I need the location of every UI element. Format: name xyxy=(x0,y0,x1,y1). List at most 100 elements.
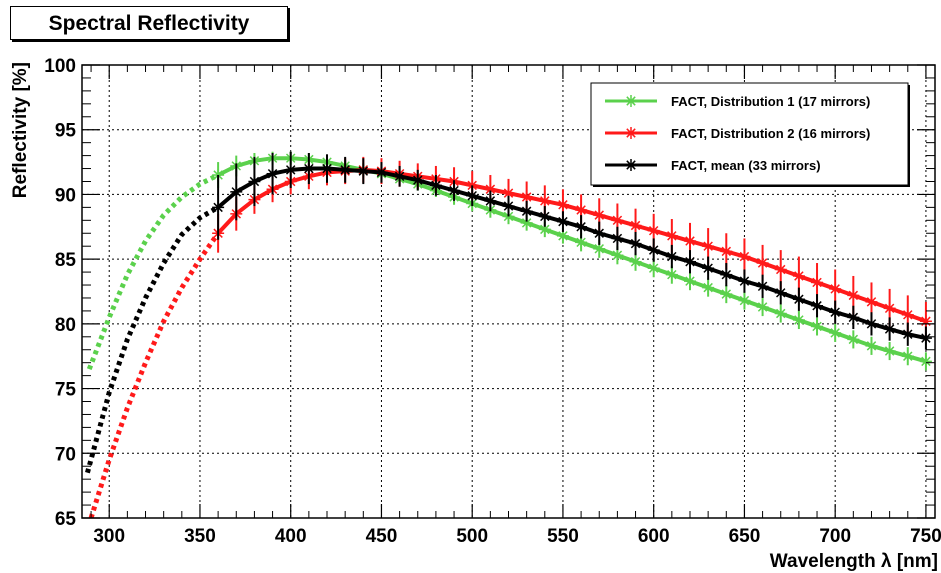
data-point xyxy=(702,281,715,294)
marker-stroke xyxy=(340,165,350,175)
marker-stroke xyxy=(721,269,732,280)
marker-stroke xyxy=(757,302,768,312)
marker-stroke xyxy=(503,188,514,198)
marker-stroke xyxy=(449,185,459,196)
marker-stroke xyxy=(794,315,804,325)
series-layer xyxy=(85,151,932,518)
legend-label: FACT, Distribution 2 (16 mirrors) xyxy=(671,126,870,141)
marker-stroke xyxy=(703,241,713,251)
marker-stroke xyxy=(322,163,332,174)
marker-stroke xyxy=(594,210,604,220)
series-line xyxy=(216,167,927,324)
marker-stroke xyxy=(594,244,604,254)
marker-stroke xyxy=(667,251,677,262)
marker-stroke xyxy=(267,168,278,179)
marker-stroke xyxy=(485,196,496,206)
marker-stroke xyxy=(830,307,840,317)
marker-stroke xyxy=(376,167,387,178)
marker-stroke xyxy=(540,196,550,206)
marker-stroke xyxy=(884,303,895,314)
data-point xyxy=(484,194,497,207)
marker-stroke xyxy=(231,187,241,197)
data-point xyxy=(756,257,769,270)
data-point xyxy=(883,345,896,358)
data-point xyxy=(774,307,787,320)
data-point xyxy=(665,250,678,263)
marker-stroke xyxy=(630,238,641,249)
data-point xyxy=(647,244,660,257)
data-point xyxy=(865,317,878,330)
marker-stroke xyxy=(540,224,550,235)
marker-stroke xyxy=(467,180,477,191)
data-point xyxy=(720,245,733,258)
marker-stroke xyxy=(776,308,786,319)
axis-ticks xyxy=(82,64,935,519)
marker-stroke xyxy=(721,246,732,257)
data-point xyxy=(611,249,624,262)
data-point xyxy=(339,163,352,176)
y-tick-label: 80 xyxy=(55,315,76,336)
x-tick-label: 450 xyxy=(366,526,398,547)
data-point xyxy=(901,308,914,321)
marker-stroke xyxy=(776,288,786,298)
legend-label: FACT, Distribution 1 (17 mirrors) xyxy=(671,94,870,109)
x-tick-label: 550 xyxy=(547,526,579,547)
data-point xyxy=(665,268,678,281)
extrapolated-line xyxy=(85,205,220,474)
data-point xyxy=(792,269,805,282)
marker-stroke xyxy=(667,269,677,280)
data-point xyxy=(720,288,733,301)
data-point xyxy=(647,262,660,275)
data-point xyxy=(683,255,696,268)
y-tick-label: 100 xyxy=(44,56,76,77)
legend-label: FACT, mean (33 mirrors) xyxy=(671,158,821,173)
data-point xyxy=(702,262,715,275)
marker-stroke xyxy=(703,282,713,293)
data-point xyxy=(611,232,624,245)
legend-marker xyxy=(625,95,637,107)
marker-stroke xyxy=(485,184,496,194)
extrapolated-line xyxy=(88,231,221,518)
x-tick-label: 400 xyxy=(275,526,307,547)
data-point xyxy=(629,219,642,232)
data-point xyxy=(756,301,769,314)
data-point xyxy=(575,203,588,216)
data-point xyxy=(865,339,878,352)
marker-stroke xyxy=(921,356,931,367)
data-point xyxy=(792,293,805,306)
marker-stroke xyxy=(467,190,477,201)
series-line xyxy=(217,156,927,364)
data-point xyxy=(683,275,696,288)
data-point xyxy=(538,210,551,223)
marker-stroke xyxy=(739,276,750,286)
marker-stroke xyxy=(685,236,695,246)
marker-stroke xyxy=(866,341,877,351)
marker-stroke xyxy=(394,171,405,182)
marker-stroke xyxy=(558,200,568,210)
marker-stroke xyxy=(630,220,641,231)
marker-stroke xyxy=(903,351,913,361)
marker-stroke xyxy=(213,202,223,213)
marker-stroke xyxy=(503,201,514,211)
data-point xyxy=(302,162,315,175)
marker-stroke xyxy=(757,258,768,268)
marker-stroke xyxy=(739,295,750,306)
marker-stroke xyxy=(884,324,895,334)
marker-stroke xyxy=(285,165,296,175)
data-point xyxy=(629,255,642,268)
series-line xyxy=(216,166,927,341)
data-point xyxy=(502,200,515,213)
x-tick-label: 750 xyxy=(910,526,941,547)
marker-stroke xyxy=(648,225,659,236)
data-point xyxy=(919,355,932,368)
data-point xyxy=(375,166,388,179)
marker-stroke xyxy=(884,346,895,356)
x-tick-label: 350 xyxy=(184,526,216,547)
data-point xyxy=(502,187,515,200)
marker-stroke xyxy=(358,166,369,176)
data-point xyxy=(901,328,914,341)
data-point xyxy=(393,170,406,183)
marker-stroke xyxy=(721,289,732,299)
marker-stroke xyxy=(431,180,441,191)
